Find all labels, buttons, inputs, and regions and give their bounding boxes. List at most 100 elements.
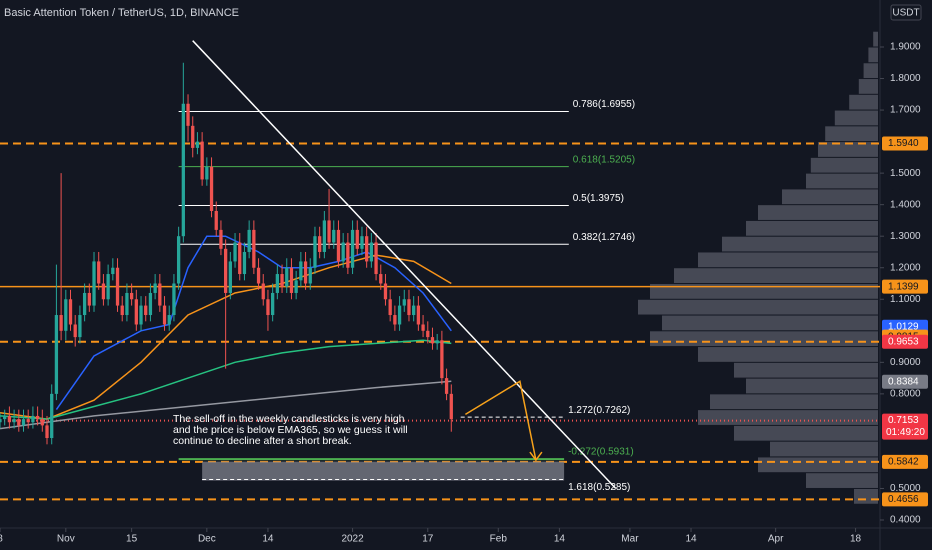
fib-label: 1.618(0.5285) (568, 482, 630, 493)
projection-arrow (465, 380, 537, 461)
volume-bar (758, 457, 878, 473)
price-tag-label: 1.0129 (888, 321, 919, 332)
y-tick-label: 0.5000 (890, 483, 921, 494)
candle-body (228, 261, 232, 293)
price-tag-label: 0.5842 (888, 457, 919, 468)
candle-body (195, 141, 200, 148)
candle-body (440, 340, 444, 379)
candle-body (223, 248, 228, 293)
candle-body (355, 229, 359, 249)
candle-body (82, 292, 87, 316)
candle-body (303, 261, 308, 284)
annotation-text: The sell-off in the weekly candlesticks … (173, 413, 405, 425)
candle-body (31, 415, 35, 423)
y-tick-label: 1.5000 (890, 168, 921, 179)
x-tick-label: 17 (422, 534, 434, 545)
candle-body (209, 166, 214, 211)
candle-body (87, 292, 91, 306)
candle-body (336, 229, 341, 262)
volume-bar (825, 126, 878, 142)
plot: 0.786(1.6955) 0.618(1.5205) 0.5(1.3975) 0.3… (0, 31, 880, 504)
candle-body (106, 274, 110, 300)
price-tag (882, 454, 928, 469)
candle-body (21, 419, 26, 426)
candle-body (181, 103, 185, 237)
price-tag (882, 136, 928, 151)
moving-average (0, 254, 452, 420)
volume-bar (834, 110, 878, 126)
moving-average (0, 339, 452, 420)
y-tick-label: 1.7000 (890, 105, 921, 116)
price-tag-label: 1.5940 (888, 138, 919, 149)
annotation-text: continue to decline after a short break. (173, 435, 352, 447)
fib-label: 0.382(1.2746) (573, 232, 635, 243)
volume-bar (698, 410, 878, 425)
candle-body (397, 305, 402, 325)
x-tick-label: 14 (262, 534, 274, 545)
candle-body (299, 261, 303, 281)
y-tick-label: 1.1000 (890, 294, 921, 305)
candle-body (444, 378, 449, 394)
chart-title: Basic Attention Token / TetherUS, 1D, BI… (4, 7, 239, 19)
candle-body (167, 315, 171, 325)
candle-body (379, 274, 383, 284)
candle-body (407, 299, 411, 316)
volume-bar (868, 47, 878, 63)
candle-body (120, 305, 124, 316)
candle-body (426, 330, 430, 338)
y-tick-label: 1.3000 (890, 231, 921, 242)
volume-bar (734, 425, 878, 441)
candle-body (242, 251, 247, 275)
candle-body (280, 274, 284, 287)
candle-body (92, 261, 96, 306)
candle-body (172, 283, 176, 316)
candle-body (308, 267, 312, 284)
candle-body (256, 267, 261, 284)
price-tag-label: 0.7153 (888, 415, 919, 426)
candle-body (97, 261, 101, 284)
volume-bar (638, 299, 878, 315)
y-tick-label: 1.9000 (890, 42, 921, 53)
price-tag (882, 492, 928, 507)
candle-body (313, 236, 317, 268)
candle-body (158, 283, 162, 306)
candle-body (435, 340, 439, 344)
candle-body (332, 229, 336, 243)
volume-bar (710, 394, 878, 410)
volume-bar (674, 268, 878, 283)
candle-body (219, 229, 223, 249)
volume-bar (810, 157, 878, 173)
candle-body (17, 419, 21, 426)
candle-body (247, 229, 251, 252)
volume-bar (782, 189, 878, 205)
candle-body (238, 242, 242, 275)
candle-body (3, 415, 7, 420)
candle-body (365, 236, 369, 262)
x-tick-label: Mar (621, 534, 639, 545)
candle-body (186, 103, 190, 126)
candle-body (40, 419, 44, 426)
volume-bar (758, 205, 878, 220)
volume-bar (650, 284, 878, 299)
volume-bar (849, 94, 878, 110)
volume-bar (873, 31, 878, 47)
price-tag (882, 334, 928, 349)
candle-body (318, 236, 322, 252)
y-tick-label: 0.9000 (890, 357, 921, 368)
candle-body (393, 315, 397, 325)
volume-bar (854, 488, 878, 504)
candle-body (275, 274, 279, 293)
price-tag-label: 0.4656 (888, 494, 919, 505)
candle-body (148, 292, 153, 316)
y-tick-label: 0.8000 (890, 389, 921, 400)
volume-bar (650, 331, 878, 347)
candle-body (64, 299, 68, 331)
fib-label: 0.618(1.5205) (573, 154, 635, 165)
x-tick-label: Nov (57, 534, 75, 545)
x-tick-label: 14 (554, 534, 566, 545)
y-tick-label: 1.2000 (890, 262, 921, 273)
x-tick-label: 14 (685, 534, 697, 545)
candle-body (35, 415, 40, 420)
x-tick-label: 2022 (341, 534, 364, 545)
